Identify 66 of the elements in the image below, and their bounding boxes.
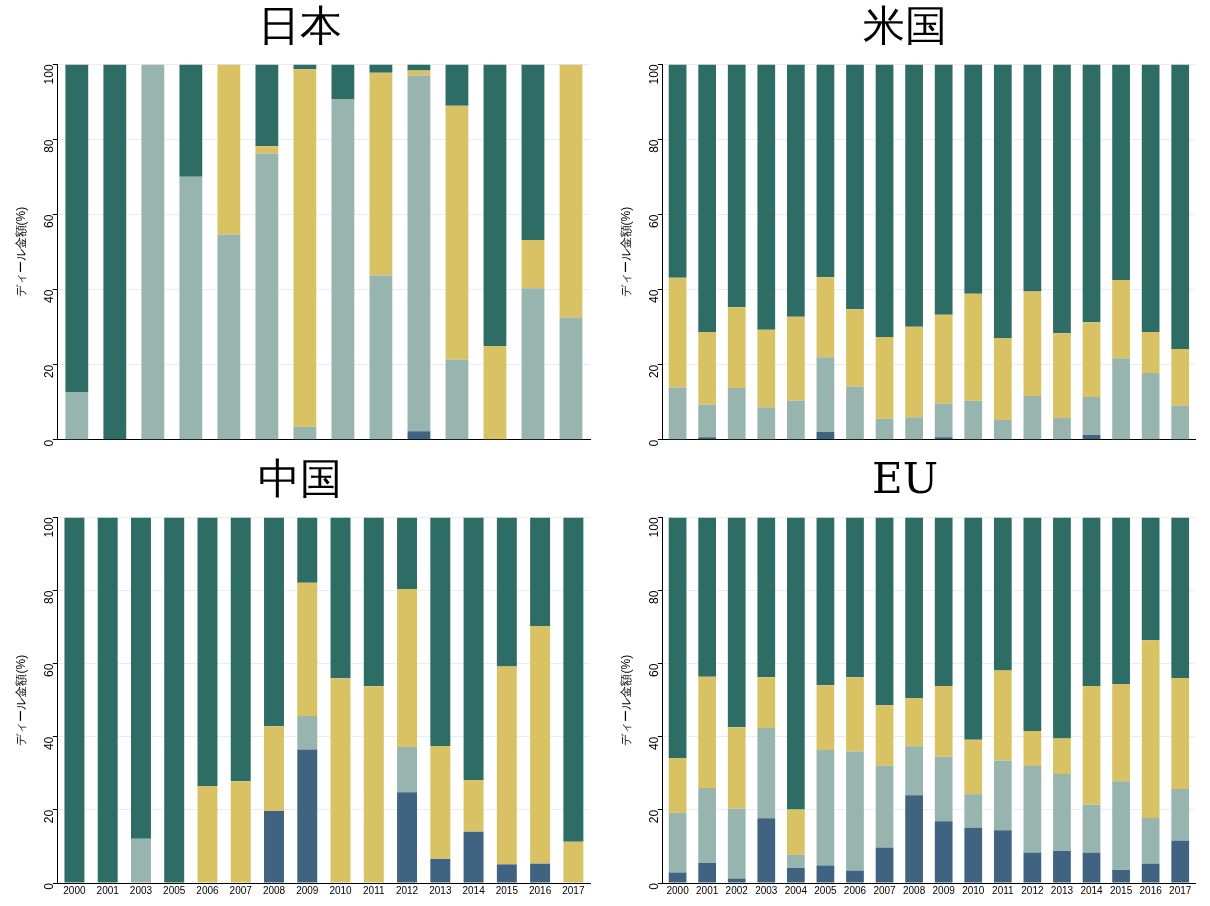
y-tick-label: 0 [647,882,662,890]
x-tick-label: 2011 [363,884,385,896]
y-tick-label: 60 [647,214,662,228]
y-tick-label: 40 [647,736,662,751]
x-tick-label: 2001 [696,884,719,896]
x-tick-label: 2015 [495,884,519,896]
y-axis-title: ディール金額(%) [13,206,28,298]
x-tick-label: 2008 [902,884,926,896]
x-tick-label: 2012 [395,884,419,896]
x-tick-label: 2003 [129,884,153,896]
x-tick-label: 2003 [755,884,778,896]
x-tick-label: 2009 [932,884,956,896]
y-tick-label: 0 [647,439,662,447]
x-tick-label: 2007 [229,884,253,896]
x-tick-label: 2005 [163,884,186,896]
y-tick-label: 20 [647,809,662,824]
x-tick-label: 2016 [528,884,552,896]
chart-title: 米国 [863,1,947,51]
chart-title: 日本 [258,1,342,51]
y-axis-title: ディール金額(%) [618,654,633,746]
x-tick-label: 2004 [784,884,808,896]
y-tick-label: 100 [647,517,662,538]
y-tick-label: 100 [42,517,57,538]
x-tick-label: 2000 [63,884,86,896]
x-tick-label: 2006 [843,884,867,896]
y-tick-label: 80 [647,139,662,153]
x-tick-label: 2008 [262,884,286,896]
y-tick-label: 60 [42,663,57,677]
x-tick-label: 2007 [873,884,897,896]
y-axis-title: ディール金額(%) [618,206,633,298]
y-tick-label: 80 [647,590,662,604]
y-tick-label: 40 [42,289,57,303]
x-tick-label: 2017 [1169,884,1192,896]
y-tick-label: 0 [42,882,57,890]
x-tick-label: 2010 [962,884,985,896]
y-tick-label: 20 [42,364,57,379]
y-tick-label: 60 [42,214,57,228]
x-tick-label: 2016 [1139,884,1163,896]
x-tick-label: 2009 [296,884,319,896]
y-tick-label: 80 [42,139,57,153]
y-axis-title: ディール金額(%) [13,654,28,746]
x-tick-label: 2013 [1050,884,1074,896]
y-tick-label: 20 [647,364,662,379]
chart-title: EU [871,454,939,504]
x-tick-label: 2012 [1021,884,1044,896]
y-tick-label: 40 [647,289,662,303]
chart-title: 中国 [258,454,342,504]
y-tick-label: 100 [647,64,662,85]
y-tick-label: 60 [647,663,662,677]
x-tick-label: 2014 [1080,884,1104,896]
x-tick-label: 2006 [196,884,220,896]
x-tick-label: 2014 [462,884,486,896]
y-tick-label: 80 [42,590,57,604]
x-tick-label: 2000 [666,884,690,896]
x-tick-label: 2002 [725,884,749,896]
x-tick-label: 2010 [329,884,353,896]
x-tick-label: 2015 [1109,884,1133,896]
y-tick-label: 0 [42,439,57,447]
x-tick-label: 2013 [429,884,452,896]
y-tick-label: 100 [42,64,57,85]
x-tick-label: 2001 [96,884,120,896]
x-tick-label: 2005 [814,884,837,896]
x-tick-label: 2017 [562,884,585,896]
y-tick-label: 20 [42,809,57,824]
y-tick-label: 40 [42,736,57,751]
x-tick-label: 2011 [992,884,1014,896]
